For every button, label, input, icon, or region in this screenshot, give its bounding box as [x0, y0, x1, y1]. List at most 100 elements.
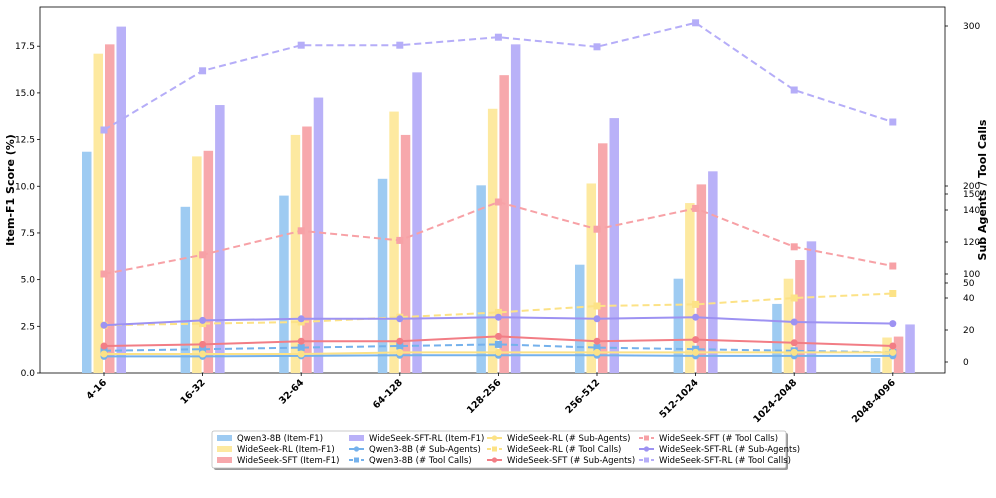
legend-label-1-0: WideSeek-SFT-RL (Item-F1) — [369, 434, 484, 444]
marker-2-8 — [889, 348, 897, 356]
y2tick-label-4: 100 — [963, 270, 980, 280]
legend-label-3-0: WideSeek-SFT (# Tool Calls) — [659, 434, 778, 444]
marker-1-4 — [494, 340, 502, 348]
marker-4-7 — [790, 339, 798, 347]
marker-5-1 — [199, 251, 207, 259]
bar-3-3 — [412, 72, 422, 373]
legend-label-3-1: WideSeek-SFT-RL (# Sub-Agents) — [659, 445, 800, 455]
marker-5-2 — [297, 227, 305, 235]
marker-6-0 — [100, 321, 108, 329]
bar-3-6 — [708, 171, 718, 373]
legend-marker-2-1 — [492, 446, 497, 452]
ytick-label-3: 7.5 — [21, 229, 35, 239]
xtick-label-7: 1024-2048 — [751, 377, 799, 425]
marker-1-5 — [593, 344, 601, 352]
ytick-label-1: 2.5 — [21, 322, 35, 332]
marker-2-0 — [100, 350, 108, 358]
legend-label-0-0: Qwen3-8B (Item-F1) — [237, 434, 323, 444]
y-right-title: Sub Agents / Tool Calls — [976, 119, 989, 260]
legend-label-2-0: WideSeek-RL (# Sub-Agents) — [507, 434, 631, 444]
marker-6-6 — [692, 313, 700, 321]
bar-2-3 — [400, 134, 411, 373]
xtick-label-5: 256-512 — [564, 377, 603, 416]
marker-5-4 — [494, 198, 502, 206]
marker-3-5 — [593, 302, 601, 310]
y-left-axis: 0.0 2.5 5.0 7.5 10.0 12.5 15.0 17.5 — [15, 42, 40, 379]
marker-3-7 — [790, 294, 798, 302]
marker-5-0 — [100, 270, 108, 278]
marker-6-7 — [790, 318, 798, 326]
y2tick-label-7: 150 — [963, 190, 980, 200]
marker-6-1 — [199, 316, 207, 324]
marker-7-2 — [297, 41, 305, 49]
bar-1-5 — [586, 183, 596, 373]
legend-label-2-1: WideSeek-RL (# Tool Calls) — [507, 445, 621, 455]
bar-0-7 — [772, 303, 782, 373]
legend-label-0-2: WideSeek-SFT (Item-F1) — [237, 456, 339, 466]
bar-2-1 — [203, 150, 214, 373]
bar-3-0 — [116, 26, 126, 373]
ytick-label-0: 0.0 — [21, 369, 36, 379]
marker-2-7 — [790, 348, 798, 356]
y2tick-label-5: 120 — [963, 238, 980, 248]
bar-3-4 — [510, 44, 521, 374]
xtick-label-0: 4-16 — [85, 377, 110, 402]
xtick-label-6: 512-1024 — [657, 377, 701, 421]
xtick-label-2: 32-64 — [277, 377, 307, 407]
bar-1-1 — [192, 156, 202, 373]
bar-3-8 — [905, 324, 915, 373]
marker-6-8 — [889, 320, 897, 328]
y2tick-label-8: 200 — [963, 182, 980, 192]
marker-5-7 — [790, 243, 798, 251]
ytick-label-2: 5.0 — [21, 276, 36, 286]
bar-0-3 — [377, 178, 388, 373]
legend-label-1-2: Qwen3-8B (# Tool Calls) — [369, 456, 472, 466]
bar-3-5 — [609, 118, 619, 373]
bar-0-2 — [279, 195, 289, 373]
marker-5-5 — [593, 225, 601, 233]
xtick-label-1: 16-32 — [178, 377, 207, 406]
bar-2-8 — [893, 336, 904, 373]
marker-4-5 — [593, 337, 601, 345]
legend: Qwen3-8B (Item-F1)WideSeek-RL (Item-F1)W… — [211, 430, 800, 470]
marker-6-5 — [593, 315, 601, 323]
marker-1-1 — [199, 345, 207, 353]
bar-1-3 — [389, 111, 399, 374]
marker-7-7 — [790, 86, 798, 94]
marker-4-2 — [297, 337, 305, 345]
marker-7-6 — [692, 19, 700, 27]
bar-0-4 — [476, 185, 486, 373]
legend-marker-2-0 — [491, 435, 498, 441]
y2tick-label-3: 50 — [963, 279, 975, 289]
x-axis: 4-16 16-32 32-64 64-128 128-256 256-512 512-10… — [85, 373, 898, 425]
bars-layer — [82, 26, 915, 374]
bar-2-4 — [499, 75, 509, 373]
legend-marker-3-2 — [644, 457, 649, 463]
marker-2-6 — [692, 348, 700, 356]
marker-3-4 — [494, 308, 502, 316]
marker-7-8 — [889, 118, 897, 126]
legend-swatch-1-0 — [349, 435, 364, 441]
legend-marker-1-1 — [353, 446, 360, 452]
ytick-label-5: 12.5 — [15, 136, 35, 146]
y2tick-label-6: 140 — [963, 206, 980, 216]
xtick-label-3: 64-128 — [371, 377, 405, 411]
bar-1-6 — [685, 203, 695, 373]
marker-2-4 — [494, 348, 502, 356]
marker-3-6 — [692, 300, 700, 308]
legend-marker-3-0 — [644, 435, 649, 441]
bar-2-2 — [302, 126, 312, 374]
legend-label-1-1: Qwen3-8B (# Sub-Agents) — [369, 445, 481, 455]
legend-swatch-0-1 — [217, 446, 232, 452]
marker-5-8 — [889, 262, 897, 270]
marker-3-8 — [889, 290, 897, 297]
marker-7-4 — [494, 33, 502, 41]
y2tick-label-0: 0 — [963, 358, 969, 368]
marker-2-3 — [396, 348, 404, 356]
y2tick-label-1: 20 — [963, 326, 975, 336]
bar-0-0 — [82, 151, 92, 373]
marker-7-0 — [100, 126, 108, 134]
bar-2-7 — [795, 260, 805, 373]
